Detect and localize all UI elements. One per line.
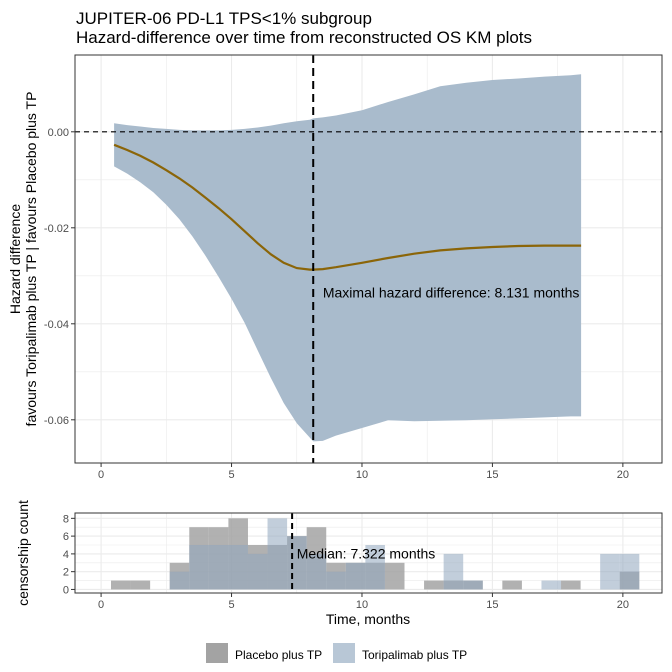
hazard-x-tick-label: 15 bbox=[486, 469, 498, 481]
toripalimab-bar bbox=[365, 545, 385, 590]
censorship-y-ticks: 0 2 4 6 8 bbox=[63, 513, 75, 596]
hazard-y-tick-label: -0.06 bbox=[44, 415, 69, 427]
toripalimab-bar bbox=[189, 545, 209, 590]
hazard-x-ticks: 0 5 10 15 20 bbox=[98, 463, 629, 481]
censorship-ylabel: censorship count bbox=[15, 500, 31, 606]
censorship-y-tick-label: 8 bbox=[63, 513, 69, 525]
hazard-difference-curve bbox=[113, 143, 582, 271]
hazard-x-tick-label: 20 bbox=[617, 469, 629, 481]
hazard-y-tick-label: 0.00 bbox=[48, 127, 69, 139]
legend-label-placebo: Placebo plus TP bbox=[235, 648, 322, 662]
chart-title-line2: Hazard-difference over time from reconst… bbox=[76, 28, 532, 47]
toripalimab-bar bbox=[287, 536, 307, 590]
median-annotation: Median: 7.322 months bbox=[297, 545, 436, 561]
hazard-x-tick-label: 5 bbox=[228, 469, 234, 481]
hazard-panel-border bbox=[74, 54, 663, 464]
censorship-x-tick-label: 20 bbox=[617, 599, 629, 611]
toripalimab-bar bbox=[247, 553, 268, 590]
confidence-ribbon bbox=[114, 74, 582, 442]
toripalimab-bar bbox=[169, 571, 190, 590]
time-xlabel: Time, months bbox=[326, 611, 410, 627]
censorship-y-tick-label: 4 bbox=[63, 549, 69, 561]
censorship-x-ticks: 0 5 10 15 20 bbox=[98, 593, 629, 611]
chart-title-line1: JUPITER-06 PD-L1 TPS<1% subgroup bbox=[76, 9, 372, 28]
hazard-y-tick-label: -0.02 bbox=[44, 223, 69, 235]
hazard-panel: Maximal hazard difference: 8.131 months … bbox=[7, 54, 663, 481]
legend-swatch-placebo bbox=[206, 643, 228, 663]
censorship-y-tick-label: 2 bbox=[63, 567, 69, 579]
censorship-x-tick-label: 0 bbox=[98, 599, 104, 611]
toripalimab-bar bbox=[463, 580, 483, 590]
toripalimab-bar bbox=[345, 562, 366, 590]
censorship-x-tick-label: 5 bbox=[228, 599, 234, 611]
legend-label-toripalimab: Toripalimab plus TP bbox=[362, 648, 467, 662]
placebo-bar bbox=[130, 580, 151, 590]
legend: Placebo plus TP Toripalimab plus TP bbox=[206, 643, 467, 663]
toripalimab-bar bbox=[541, 580, 562, 590]
hazard-x-tick-label: 0 bbox=[98, 469, 104, 481]
toripalimab-bar bbox=[208, 545, 229, 590]
censorship-y-tick-label: 0 bbox=[63, 584, 69, 596]
hazard-ylabel-line1: Hazard difference bbox=[7, 204, 23, 314]
hazard-ylabel-line2: favours Toripalimab plus TP | favours Pl… bbox=[23, 92, 39, 427]
toripalimab-bar bbox=[600, 553, 620, 590]
placebo-bar bbox=[561, 580, 581, 590]
hazard-y-tick-label: -0.04 bbox=[44, 319, 69, 331]
toripalimab-bar bbox=[619, 553, 640, 590]
hazard-y-ticks: 0.00 -0.02 -0.04 -0.06 bbox=[44, 127, 75, 427]
censorship-x-tick-label: 10 bbox=[356, 599, 368, 611]
censorship-y-tick-label: 6 bbox=[63, 531, 69, 543]
toripalimab-bar bbox=[267, 518, 288, 590]
placebo-bar bbox=[111, 580, 131, 590]
placebo-bar bbox=[502, 580, 522, 590]
toripalimab-bar bbox=[306, 553, 327, 590]
censorship-panel-border bbox=[74, 512, 663, 594]
censorship-panel: Median: 7.322 months 0 2 4 6 8 0 5 10 15 20 cens… bbox=[15, 500, 663, 627]
censorship-x-tick-label: 15 bbox=[486, 599, 498, 611]
hazard-x-tick-label: 10 bbox=[356, 469, 368, 481]
legend-swatch-toripalimab bbox=[333, 643, 355, 663]
toripalimab-bar bbox=[326, 571, 346, 590]
toripalimab-bar bbox=[228, 545, 248, 590]
placebo-bar bbox=[424, 580, 444, 590]
placebo-bar bbox=[384, 562, 405, 590]
toripalimab-bar bbox=[443, 553, 464, 590]
maximal-difference-annotation: Maximal hazard difference: 8.131 months bbox=[323, 284, 580, 300]
